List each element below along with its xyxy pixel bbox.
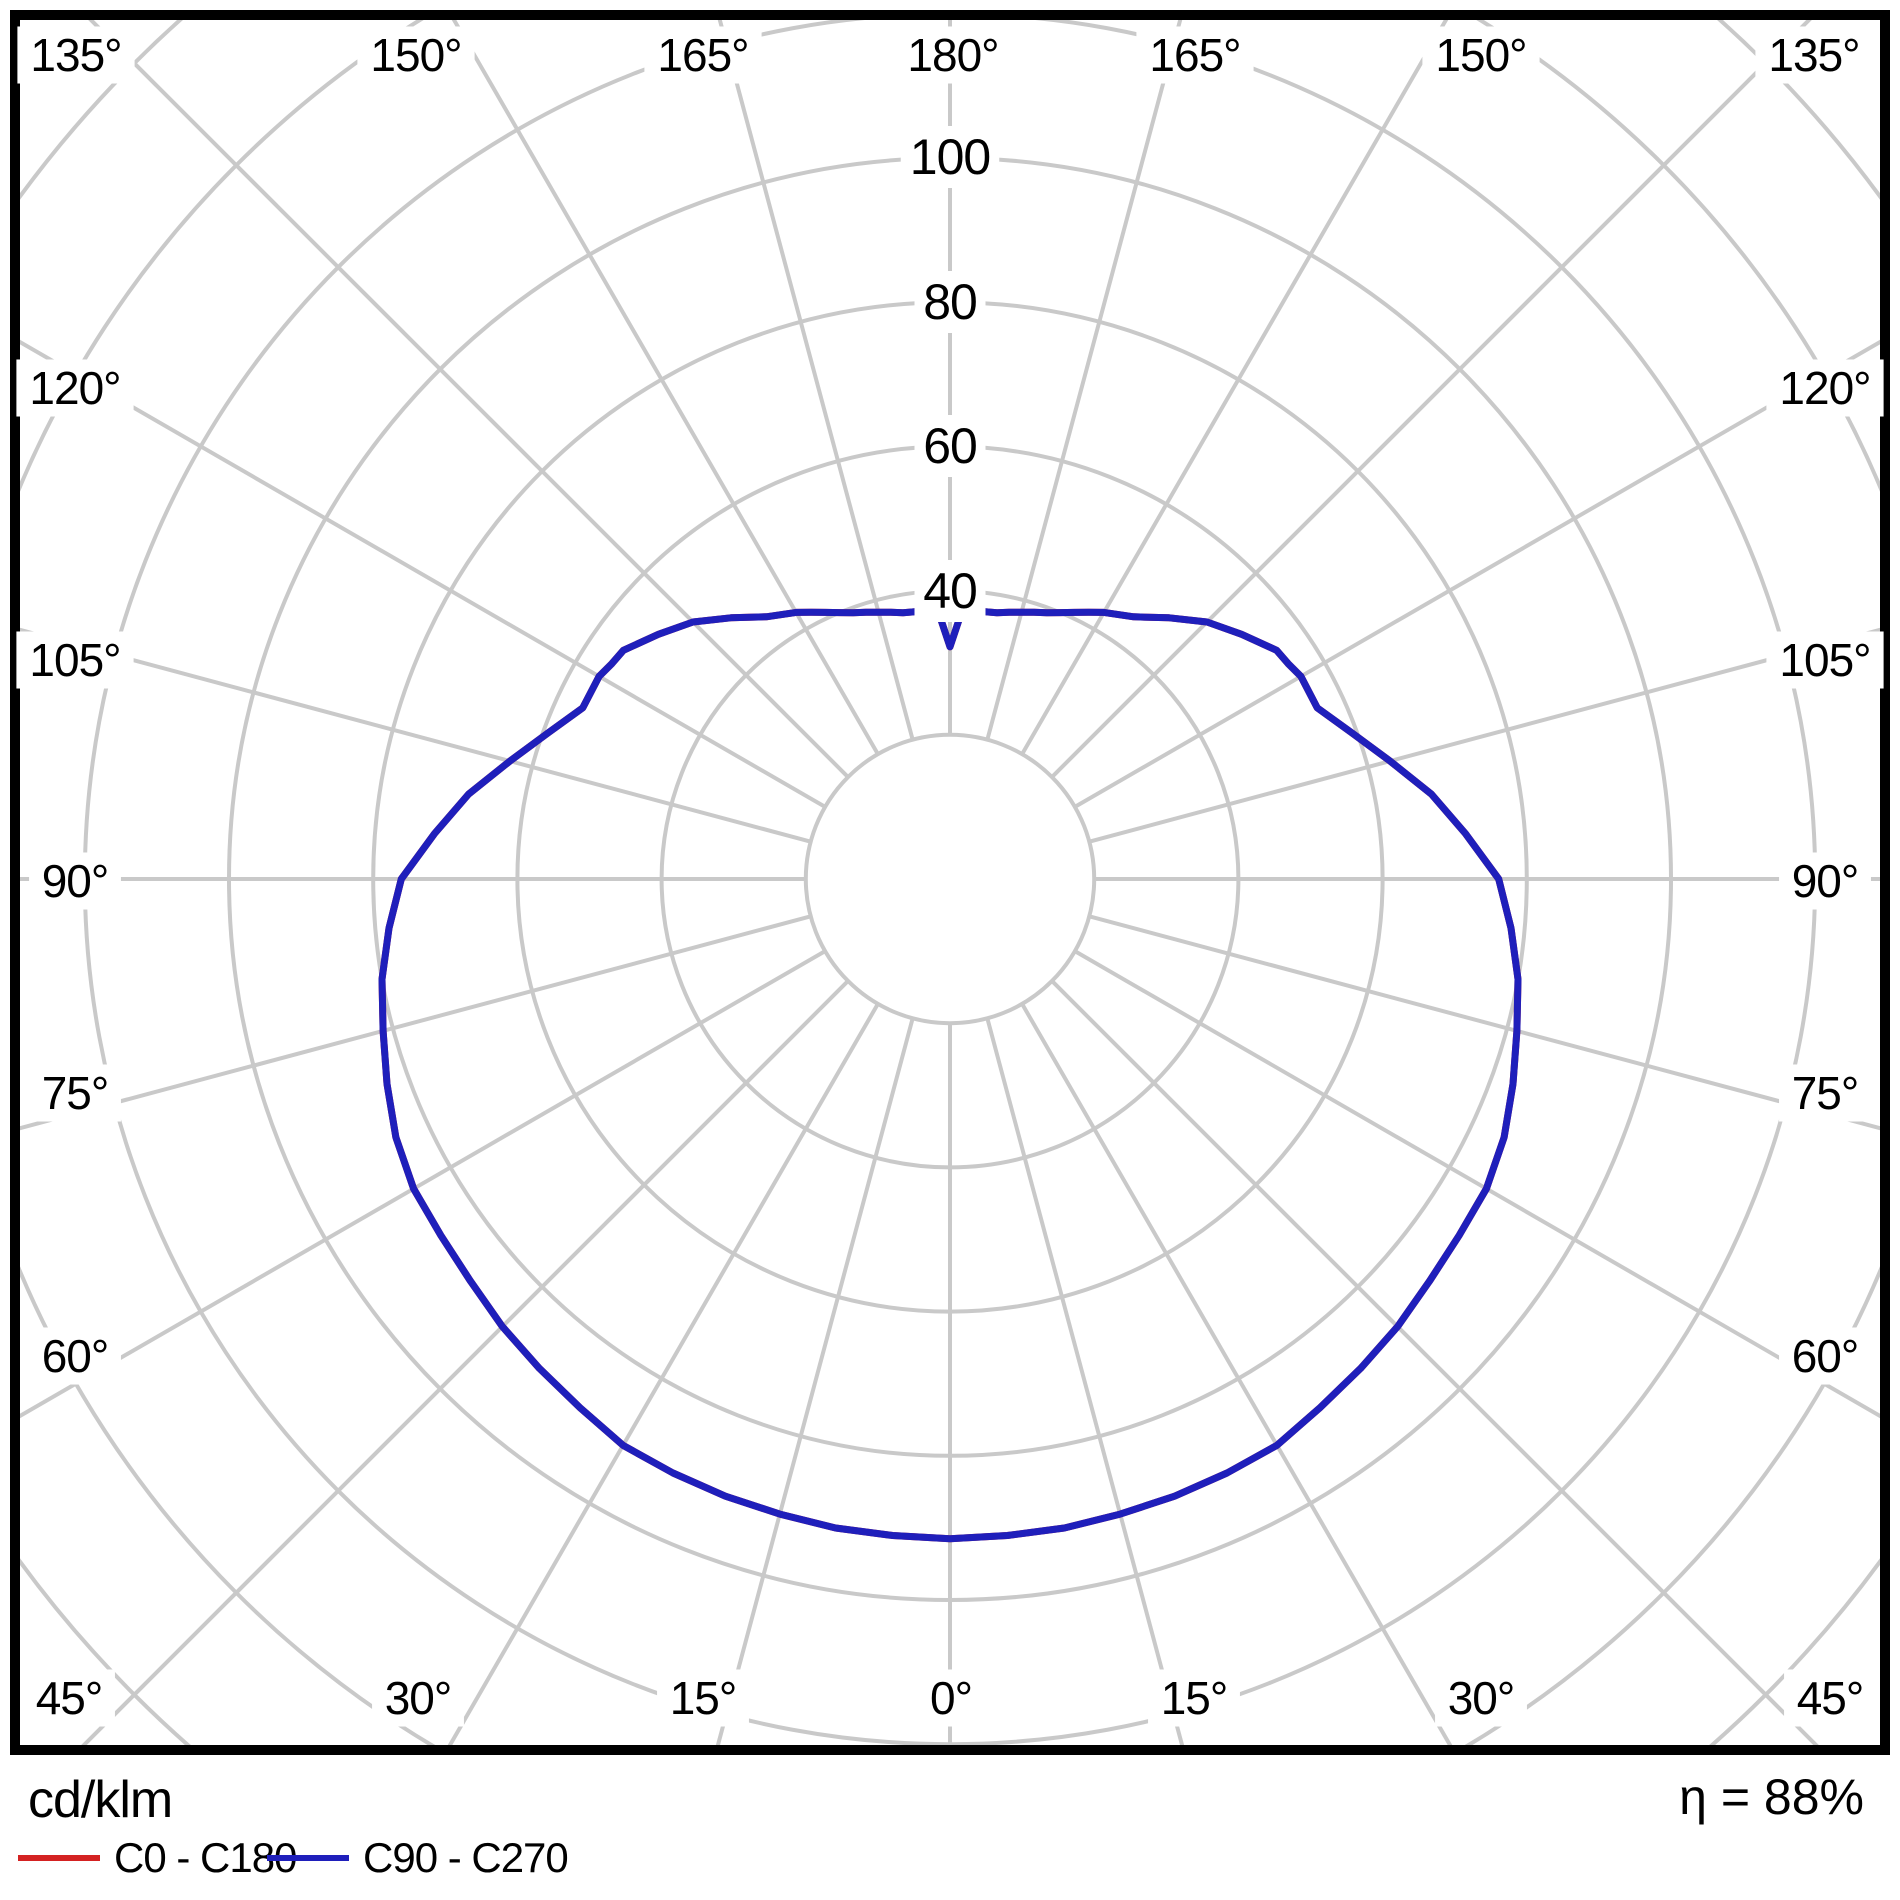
- angle-label-right-bg: [1766, 631, 1884, 689]
- angle-label-left-bg: [29, 1327, 121, 1385]
- angle-label-bottom-bg: [1148, 1669, 1240, 1727]
- angle-label-top: 150°: [370, 29, 461, 81]
- angle-label-right: 120°: [1779, 362, 1870, 414]
- grid-radial-line: [1073, 949, 1880, 1419]
- legend: C0 - C180 C90 - C270: [0, 1828, 1900, 1888]
- angle-label-right-bg: [1779, 1327, 1871, 1385]
- angle-label-bottom: 45°: [36, 1672, 103, 1724]
- grid-radial-line: [451, 20, 880, 756]
- legend-line-red: [18, 1855, 100, 1861]
- grid-radial-line: [1088, 627, 1880, 844]
- grid-ring-20: [803, 732, 1097, 1026]
- grid-radial-line: [1050, 979, 1819, 1745]
- radial-tick-label-80: 80: [923, 274, 977, 330]
- angle-label-left: 60°: [42, 1330, 109, 1382]
- grid-radial-line: [20, 949, 827, 1419]
- angle-label-right-bg: [1779, 852, 1871, 910]
- angle-label-bottom: 45°: [1797, 1672, 1864, 1724]
- angle-label-bottom-bg: [372, 1669, 464, 1727]
- legend-entry-c90-c270: C90 - C270: [267, 1828, 569, 1888]
- grid-radial-line: [20, 914, 812, 1131]
- angle-label-top-bg: [1755, 26, 1873, 84]
- angle-label-top: 165°: [1149, 29, 1240, 81]
- grid-radial-line: [717, 20, 915, 741]
- plot-frame-border: [10, 10, 1890, 1755]
- angle-label-bottom-bg: [1435, 1669, 1527, 1727]
- grid-radial-line: [1020, 20, 1449, 756]
- angle-label-left-bg: [16, 359, 134, 417]
- angle-label-left: 105°: [29, 634, 120, 686]
- grid-radial-line: [715, 1017, 915, 1745]
- radial-tick-label-40-bg: [914, 560, 986, 622]
- angle-label-left-bg: [29, 852, 121, 910]
- radial-tick-label-80-bg: [914, 271, 986, 333]
- efficiency-value: η = 88%: [1679, 1769, 1864, 1825]
- angle-label-bottom: 30°: [385, 1672, 452, 1724]
- angle-label-bottom-bg: [1784, 1669, 1876, 1727]
- units-label: cd/klm: [28, 1771, 173, 1829]
- radial-tick-label-60: 60: [923, 418, 977, 474]
- grid-radial-line: [20, 627, 812, 844]
- angle-label-left: 120°: [29, 362, 120, 414]
- angle-label-left-bg: [29, 1064, 121, 1122]
- angle-label-top-bg: [357, 26, 475, 84]
- angle-label-bottom: 15°: [1161, 1672, 1228, 1724]
- grid-radial-line: [81, 979, 850, 1745]
- grid-radial-line: [1088, 914, 1880, 1131]
- grid-radial-line: [88, 20, 850, 779]
- angle-label-top-bg: [1136, 26, 1254, 84]
- angle-label-right: 105°: [1779, 634, 1870, 686]
- angle-label-left: 90°: [42, 855, 109, 907]
- angle-label-bottom-bg: [657, 1669, 749, 1727]
- radial-tick-label-60-bg: [914, 415, 986, 477]
- angle-label-top-bg: [644, 26, 762, 84]
- radial-tick-label-100-bg: [900, 126, 1000, 188]
- angle-label-right-bg: [1766, 359, 1884, 417]
- angle-label-left-bg: [16, 631, 134, 689]
- grid-radial-line: [20, 339, 827, 809]
- legend-line-blue: [267, 1855, 349, 1861]
- angle-label-right: 75°: [1792, 1067, 1859, 1119]
- grid-radial-line: [447, 1002, 880, 1745]
- grid-radial-line: [1073, 339, 1880, 809]
- angle-label-bottom-bg: [917, 1669, 985, 1727]
- grid-radial-line: [985, 1017, 1185, 1745]
- angle-label-right-bg: [1779, 1064, 1871, 1122]
- angle-label-bottom: 0°: [930, 1672, 972, 1724]
- angle-label-top: 135°: [30, 29, 121, 81]
- angle-label-bottom-bg: [23, 1669, 115, 1727]
- angle-label-top: 135°: [1768, 29, 1859, 81]
- angle-label-top: 165°: [657, 29, 748, 81]
- angle-label-left: 75°: [42, 1067, 109, 1119]
- legend-label-c90-c270: C90 - C270: [363, 1834, 569, 1881]
- angle-label-top-bg: [1422, 26, 1540, 84]
- angle-label-top-bg: [17, 26, 135, 84]
- radial-tick-label-40: 40: [923, 563, 977, 619]
- grid-radial-line: [985, 20, 1183, 741]
- curve-C90-C270: [378, 607, 1522, 1543]
- legend-entry-c0-c180: C0 - C180: [18, 1828, 297, 1888]
- angle-label-bottom: 15°: [670, 1672, 737, 1724]
- angle-label-right: 60°: [1792, 1330, 1859, 1382]
- angle-label-top-bg: [894, 26, 1012, 84]
- angle-label-right: 90°: [1792, 855, 1859, 907]
- angle-label-bottom: 30°: [1448, 1672, 1515, 1724]
- angle-label-top: 180°: [907, 29, 998, 81]
- radial-tick-label-100: 100: [910, 129, 990, 185]
- angle-label-top: 150°: [1435, 29, 1526, 81]
- grid-radial-line: [1020, 1002, 1453, 1745]
